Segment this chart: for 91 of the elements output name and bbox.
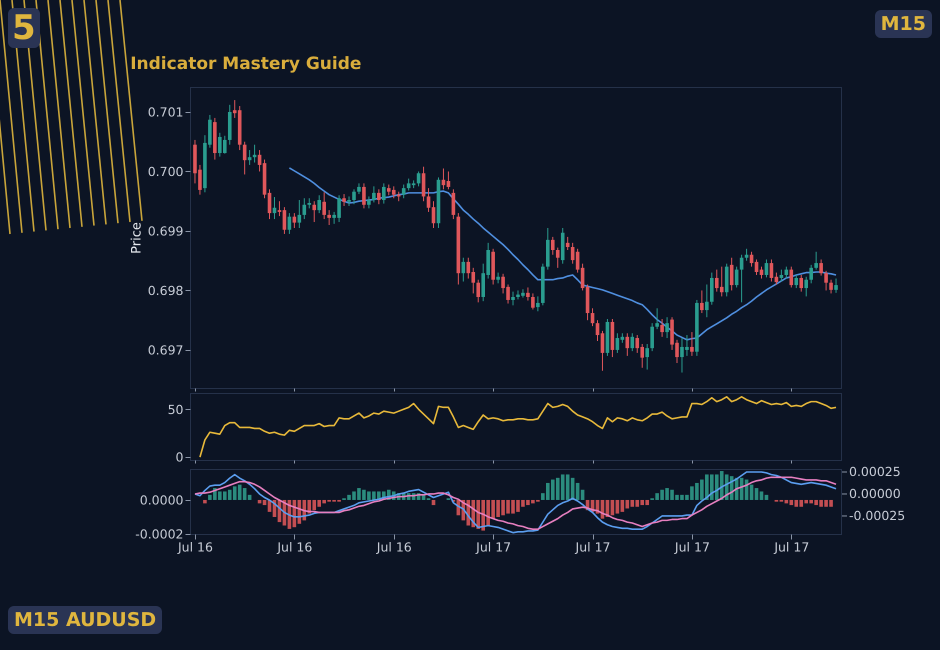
y2-tick-label: -0.00025	[849, 508, 906, 523]
candlestick	[476, 279, 480, 303]
x-tick-label: Jul 16	[276, 540, 312, 554]
candlestick	[626, 332, 630, 356]
candlestick	[317, 194, 322, 214]
x-tick-label: Jul 16	[176, 540, 213, 554]
candlestick	[650, 322, 654, 352]
candlestick	[416, 170, 420, 187]
chart-title: Indicator Mastery Guide	[130, 54, 362, 74]
candlestick	[665, 316, 669, 339]
candlestick	[645, 343, 649, 370]
candlestick	[794, 274, 798, 289]
candlestick	[734, 266, 738, 288]
candlestick	[780, 269, 784, 282]
candlestick	[367, 196, 371, 209]
candlestick	[372, 186, 376, 203]
bar	[203, 500, 207, 504]
candlestick	[819, 259, 823, 276]
candlestick	[566, 236, 570, 250]
candlestick	[322, 192, 326, 220]
candlestick	[462, 257, 466, 282]
candlestick	[292, 212, 296, 228]
candlestick	[740, 254, 744, 303]
candlestick	[422, 166, 426, 202]
candlestick	[357, 182, 361, 195]
candlestick	[302, 198, 306, 220]
candlestick	[531, 292, 535, 310]
candlestick	[298, 200, 302, 228]
y-tick-label: 0.0000	[140, 492, 184, 508]
x-tick-label: Jul 17	[574, 540, 611, 554]
candlestick	[327, 210, 331, 226]
bar	[432, 500, 436, 506]
candlestick	[730, 257, 734, 291]
candlestick	[655, 308, 659, 330]
y-tick-label: 50	[168, 402, 184, 417]
candlestick	[288, 212, 292, 234]
x-tick-label: Jul 17	[475, 540, 512, 554]
x-tick-label: Jul 17	[773, 540, 810, 554]
candlestick	[536, 296, 540, 312]
candlestick	[362, 182, 366, 209]
y-tick-label: 0.697	[148, 342, 184, 358]
candlestick	[804, 276, 808, 297]
candlestick	[590, 308, 594, 327]
candlestick	[710, 272, 714, 306]
candlestick	[382, 182, 386, 204]
candlestick	[700, 290, 704, 314]
candlestick	[829, 279, 833, 294]
text: M15	[874, 10, 932, 38]
candlestick	[307, 198, 312, 209]
y-tick-label: 0	[176, 450, 184, 465]
y-tick-label: 0.699	[148, 223, 184, 238]
candlestick	[834, 278, 838, 294]
text: M15 AUDUSD	[8, 606, 162, 634]
candlestick	[242, 141, 246, 175]
candlestick	[377, 188, 381, 205]
candlestick	[248, 150, 252, 166]
y-tick-label: 0.698	[148, 282, 184, 298]
candlestick	[660, 318, 664, 338]
candlestick	[824, 270, 828, 291]
candlestick	[352, 188, 356, 205]
y2-tick-label: 0.00025	[849, 464, 901, 479]
candlestick	[764, 259, 768, 278]
line-series	[199, 396, 837, 458]
candlestick	[556, 247, 560, 268]
candlestick	[784, 266, 788, 280]
candlestick	[312, 200, 316, 223]
candlestick	[790, 266, 794, 288]
candlestick	[809, 264, 813, 284]
text: 5	[8, 8, 40, 48]
candlestick	[342, 194, 346, 206]
candlestick	[452, 188, 456, 220]
candlestick	[630, 332, 634, 352]
y-axis-title: Price	[130, 222, 145, 254]
candlestick	[396, 191, 401, 202]
candlestick	[511, 291, 515, 306]
candlestick	[272, 196, 276, 220]
candlestick	[799, 274, 804, 292]
x-tick-label: Jul 17	[674, 540, 710, 554]
line-series	[288, 167, 837, 341]
y-tick-label: 0.701	[148, 104, 184, 120]
candlestick	[526, 286, 530, 302]
y-tick-label: 0.700	[148, 164, 184, 179]
y2-tick-label: 0.00000	[849, 486, 901, 501]
candlestick	[814, 251, 818, 270]
candlestick	[705, 284, 709, 318]
candlestick	[402, 184, 406, 199]
candlestick	[347, 196, 351, 206]
candlestick	[690, 332, 694, 356]
y-tick-label: -0.0002	[135, 526, 184, 542]
x-tick-label: Jul 16	[376, 540, 412, 554]
candlestick	[550, 236, 555, 256]
